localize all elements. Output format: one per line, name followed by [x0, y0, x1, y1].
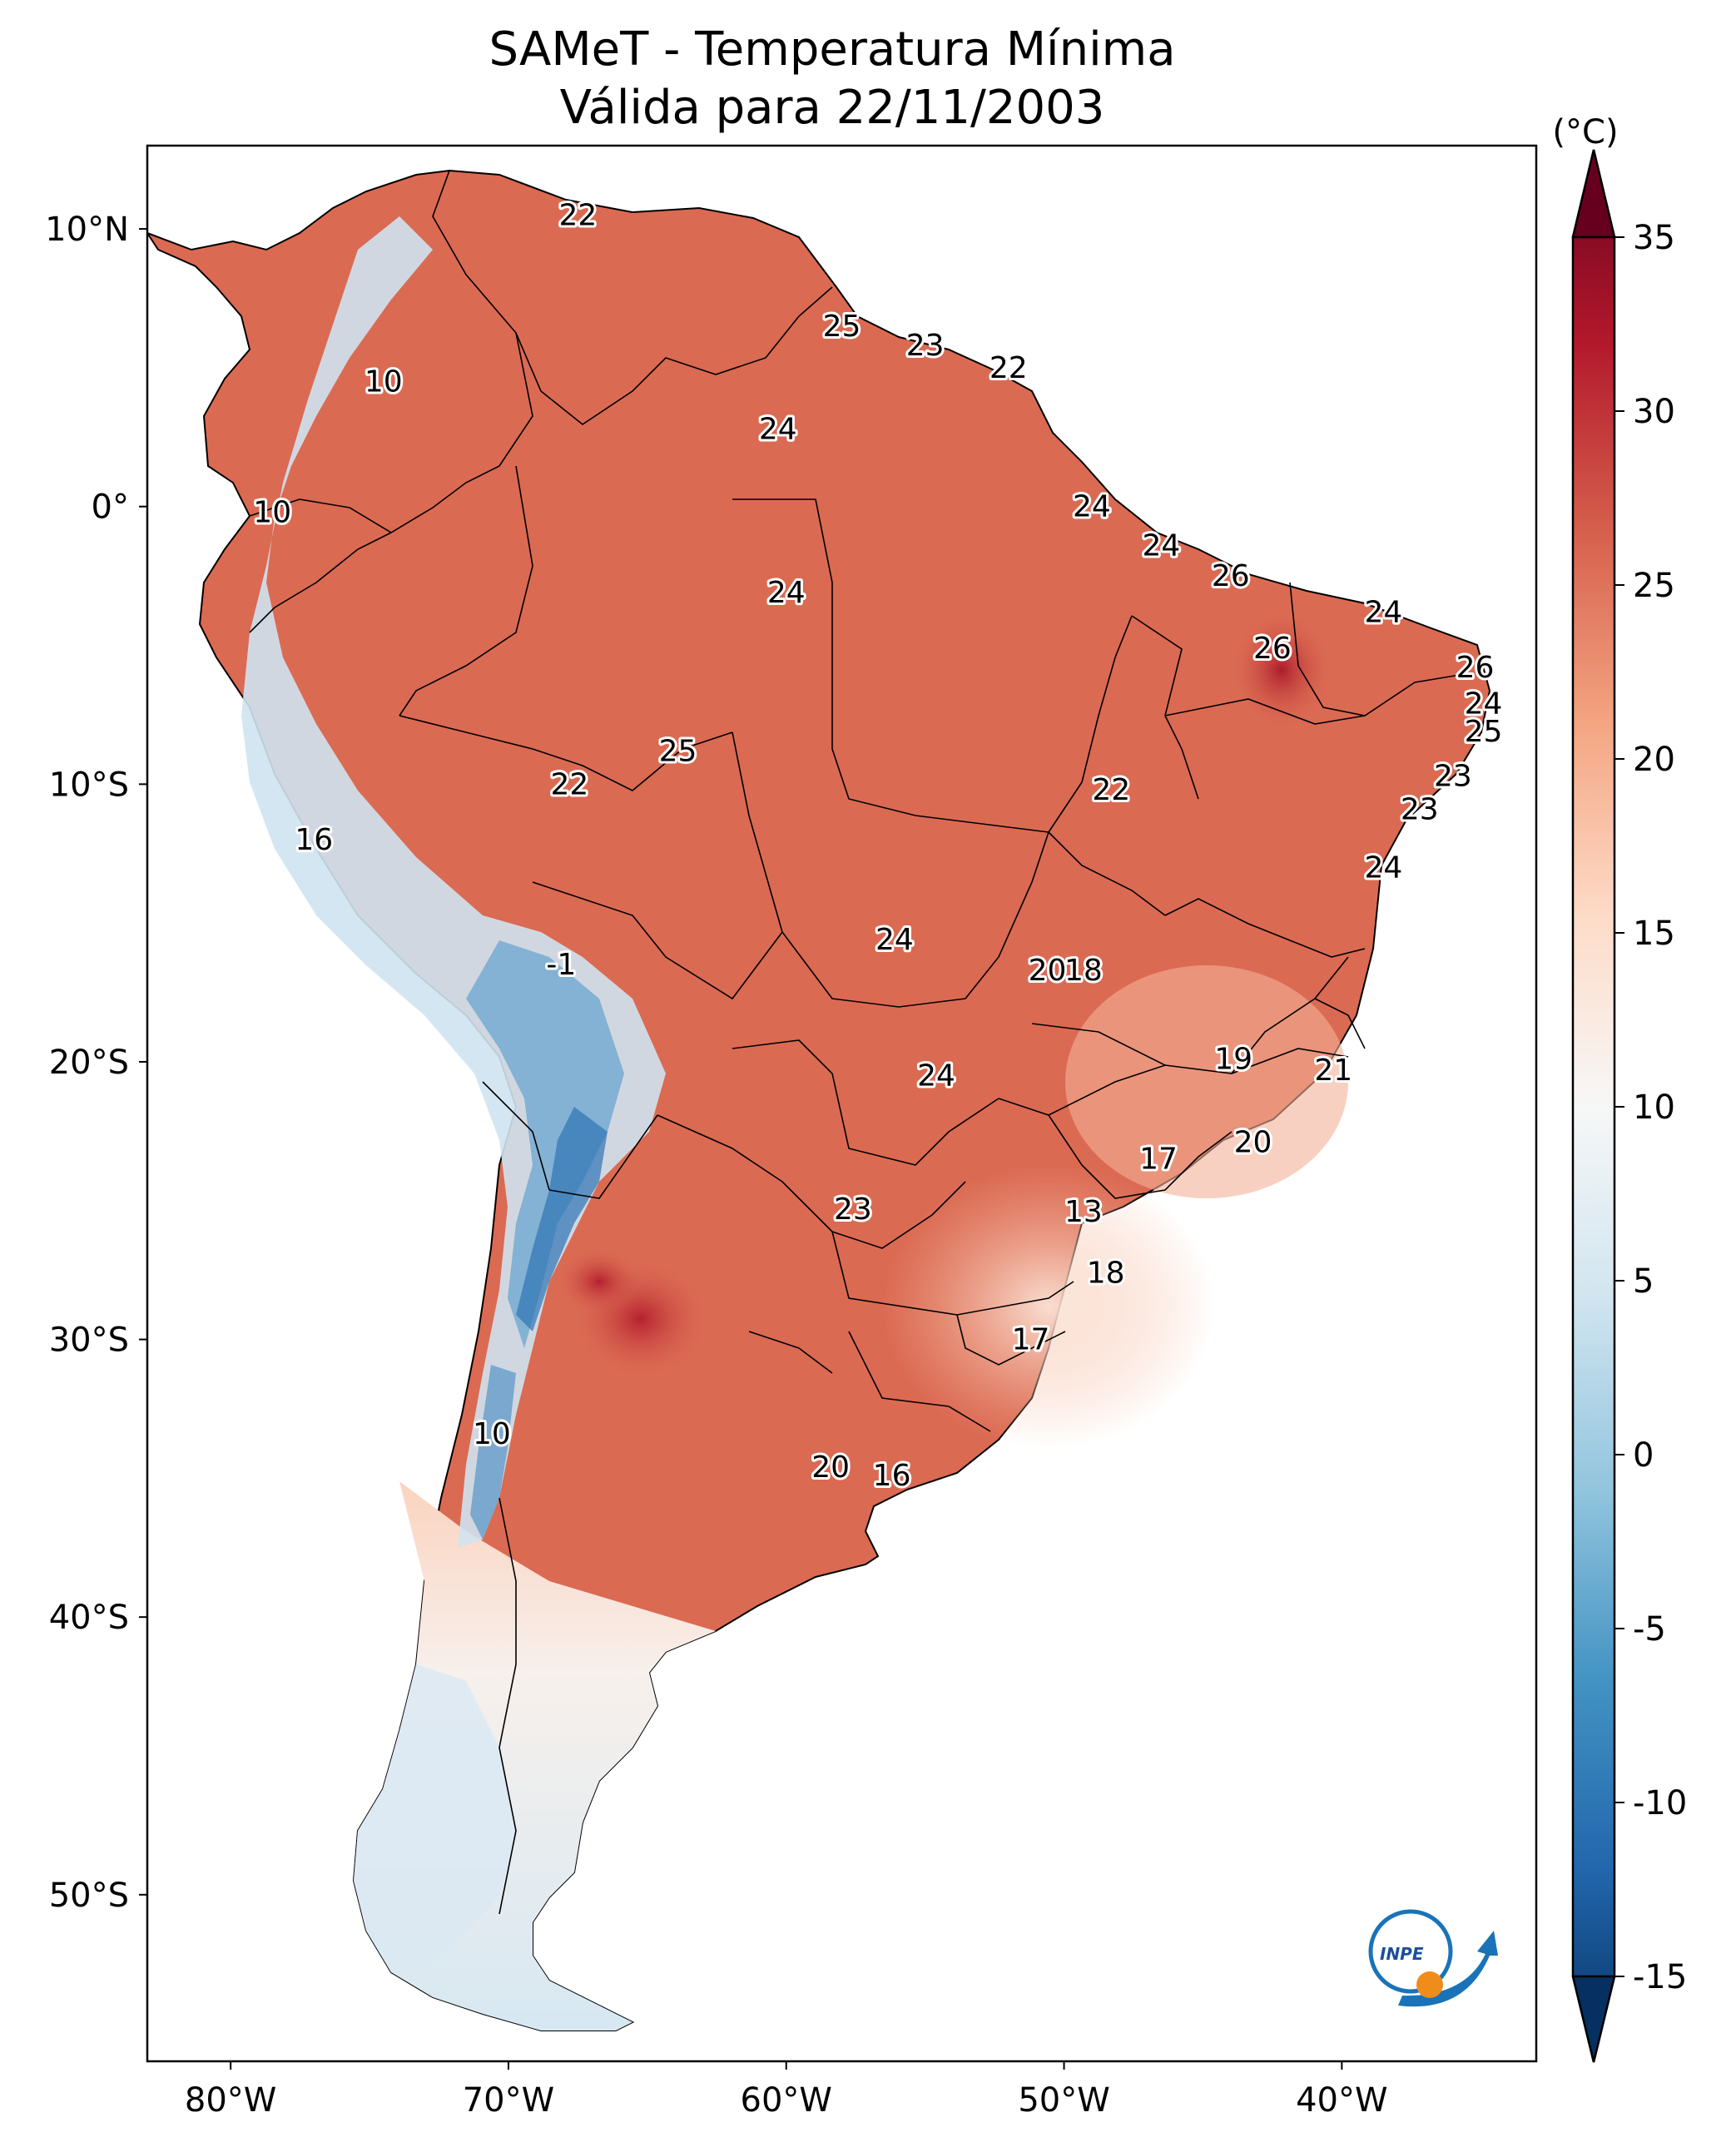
station-value-label: 23 — [1401, 792, 1439, 826]
station-value-label: 22 — [558, 198, 597, 232]
station-value-label: 10 — [473, 1417, 511, 1451]
station-value-label: 24 — [1365, 850, 1403, 885]
colorbar-tick-label: -15 — [1633, 1958, 1687, 1996]
station-value-label: 10 — [253, 495, 291, 529]
station-value-label: 17 — [1012, 1323, 1050, 1357]
colorbar-tick-label: 20 — [1633, 741, 1675, 779]
station-value-label: 17 — [1139, 1143, 1178, 1177]
station-value-label: 22 — [990, 351, 1028, 385]
colorbar-unit-label: (°C) — [1552, 113, 1618, 151]
colorbar-tick-label: 0 — [1633, 1436, 1654, 1475]
inpe-logo: INPE — [1368, 1909, 1498, 2007]
lat-tick-label: 10°N — [45, 211, 129, 249]
station-value-label: 26 — [1212, 559, 1250, 593]
colorbar-ticks: 35 30 25 20 15 10 5 0 -5 -10 -15 — [1614, 219, 1687, 1996]
station-value-label: 20 — [811, 1450, 850, 1485]
lat-tick-label: 20°S — [49, 1044, 129, 1082]
logo-arrow-icon — [1398, 1931, 1498, 2007]
station-value-label: 24 — [767, 576, 806, 610]
latitude-labels: 10°N 0° 10°S 20°S 30°S 40°S 50°S — [45, 211, 147, 1915]
country-state-borders — [249, 170, 1466, 1915]
logo-text: INPE — [1380, 1944, 1424, 1964]
station-value-label: 16 — [295, 823, 333, 857]
station-value-label: 26 — [1253, 632, 1292, 666]
longitude-labels: 80°W 70°W 60°W 50°W 40°W — [185, 2061, 1388, 2120]
colorbar-tick-label: 15 — [1633, 915, 1675, 953]
central-andes-cold — [470, 1365, 516, 1540]
hot-core-chaco-2 — [558, 1248, 641, 1315]
title-line-2: Válida para 22/11/2003 — [560, 81, 1105, 135]
station-value-label: 19 — [1214, 1043, 1252, 1077]
colorbar-max-extension — [1571, 149, 1616, 239]
colorbar-tick-label: 5 — [1633, 1262, 1654, 1301]
station-value-label: 18 — [1064, 954, 1103, 988]
lon-tick-label: 60°W — [741, 2081, 832, 2120]
station-value-label: 20 — [1029, 954, 1067, 988]
colorbar-tick-label: 25 — [1633, 567, 1675, 605]
station-value-label: 24 — [759, 412, 797, 446]
station-value-label: 23 — [834, 1193, 872, 1227]
station-value-label: 25 — [823, 310, 861, 344]
station-value-label: 25 — [659, 734, 697, 768]
colorbar-min-extension — [1571, 1975, 1616, 2063]
station-value-label: -1 — [546, 948, 576, 982]
colorbar: (°C) 35 30 25 20 15 10 5 0 -5 -10 -15 — [1552, 113, 1687, 2063]
station-value-label: 24 — [1365, 595, 1403, 629]
map-area — [147, 146, 1536, 2061]
title-line-1: SAMeT - Temperatura Mínima — [489, 22, 1175, 77]
lat-tick-label: 50°S — [49, 1877, 129, 1915]
lon-tick-label: 70°W — [463, 2081, 554, 2120]
altiplano-cold-core — [466, 940, 624, 1348]
colorbar-tick-label: 30 — [1633, 393, 1675, 431]
station-value-label: 22 — [550, 767, 588, 801]
station-value-label: 25 — [1465, 715, 1503, 749]
colorbar-bar — [1571, 149, 1616, 2063]
station-value-label: 16 — [873, 1459, 911, 1493]
southern-cone-cool — [354, 1664, 516, 1972]
station-value-label: 26 — [1456, 651, 1495, 685]
station-value-label: 18 — [1087, 1257, 1125, 1291]
station-value-label: 20 — [1234, 1126, 1272, 1160]
station-value-label: 24 — [917, 1059, 955, 1093]
mild-southeast — [882, 1165, 1215, 1448]
lat-tick-label: 30°S — [49, 1321, 129, 1360]
map-frame — [146, 144, 1538, 2063]
station-value-label: 21 — [1314, 1054, 1352, 1088]
lon-tick-label: 80°W — [185, 2081, 276, 2120]
station-value-label: 24 — [1142, 528, 1180, 563]
lat-tick-label: 10°S — [49, 766, 129, 804]
colorbar-tick-label: 35 — [1633, 219, 1675, 257]
station-value-label: 23 — [1434, 759, 1472, 793]
station-value-label: 24 — [1073, 490, 1111, 524]
logo-orange-dot — [1416, 1971, 1443, 1998]
colorbar-tick-label: -5 — [1633, 1610, 1666, 1649]
station-value-label: 13 — [1064, 1195, 1103, 1229]
colorbar-tick-label: -10 — [1633, 1784, 1687, 1822]
hot-core-northeast — [1232, 612, 1332, 728]
lon-tick-label: 50°W — [1018, 2081, 1109, 2120]
lon-tick-label: 40°W — [1296, 2081, 1387, 2120]
lat-tick-label: 40°S — [49, 1599, 129, 1637]
station-value-label: 22 — [1092, 773, 1130, 807]
colorbar-tick-label: 10 — [1633, 1088, 1675, 1127]
station-value-label: 23 — [906, 329, 945, 363]
logo-orbit-ring — [1368, 1909, 1453, 1994]
station-value-label: 10 — [365, 365, 403, 399]
andes-deep-cold — [516, 1107, 608, 1331]
mild-minas — [1065, 965, 1348, 1198]
station-value-label: 24 — [1465, 687, 1503, 721]
lat-tick-label: 0° — [92, 488, 129, 527]
station-value-label: 24 — [875, 923, 914, 957]
